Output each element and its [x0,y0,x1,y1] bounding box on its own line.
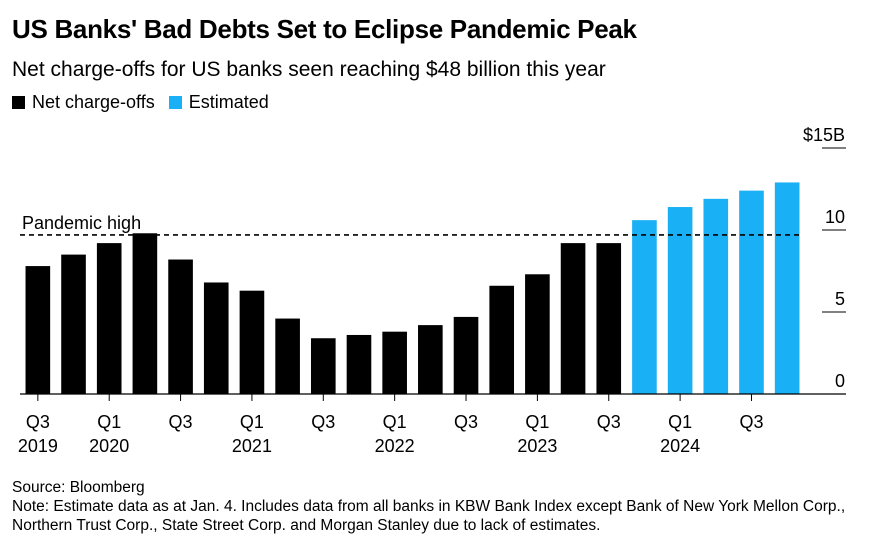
legend-item-actual: Net charge-offs [12,92,155,113]
bar [25,266,51,394]
chart-footer: Source: Bloomberg Note: Estimate data as… [12,478,872,535]
x-tick-quarter: Q3 [311,412,335,432]
bar [632,220,657,394]
legend-label-actual: Net charge-offs [32,92,155,112]
bar [667,207,693,394]
y-tick-label: $15B [803,125,845,145]
bar [703,198,729,394]
bar [203,282,229,394]
x-tick-year: 2023 [517,436,557,456]
x-tick-quarter: Q3 [739,412,763,432]
legend-swatch-actual [12,96,25,109]
legend: Net charge-offs Estimated [12,92,283,113]
bar [346,334,372,394]
bar [774,182,800,394]
x-tick-year: 2019 [18,436,58,456]
bar [239,290,265,394]
source-note: Source: Bloomberg [12,479,145,496]
chart-subtitle: Net charge-offs for US banks seen reachi… [12,58,606,81]
x-tick-year: 2020 [89,436,129,456]
x-tick-quarter: Q1 [240,412,264,432]
legend-label-estimated: Estimated [188,92,269,112]
legend-item-estimated: Estimated [168,92,269,113]
bar [489,285,515,394]
x-tick-year: 2024 [660,436,700,456]
bar [418,325,443,394]
x-tick-quarter: Q1 [525,412,549,432]
chart-title: US Banks' Bad Debts Set to Eclipse Pande… [12,14,637,44]
bar [310,338,336,394]
x-tick-quarter: Q1 [97,412,121,432]
bar-chart: $15B 10 5 0 Pandemic high Q3 2019 Q1 2020 Q3 Q1 202… [18,125,846,456]
bar [453,316,479,394]
bar [132,233,158,394]
y-tick-label: 10 [825,207,845,227]
y-tick-label: 5 [835,289,845,309]
x-tick-quarter: Q3 [169,412,193,432]
y-tick-label: 0 [835,371,845,391]
estimate-note: Note: Estimate data as at Jan. 4. Includ… [12,498,846,534]
bar [560,243,586,394]
bar [168,259,193,394]
bar [382,331,407,394]
bar [275,318,300,394]
legend-swatch-estimated [168,96,182,109]
pandemic-high-label: Pandemic high [22,213,141,233]
x-tick-quarter: Q1 [668,412,692,432]
x-tick-quarter: Q3 [454,412,478,432]
x-tick-year: 2021 [232,436,272,456]
bar [596,243,622,394]
bar [525,274,550,394]
x-tick-quarter: Q3 [26,412,50,432]
x-tick-year: 2022 [375,436,415,456]
bar [96,243,122,394]
x-tick-quarter: Q1 [383,412,407,432]
x-tick-quarter: Q3 [597,412,621,432]
bar [61,254,86,394]
bar [739,190,764,394]
